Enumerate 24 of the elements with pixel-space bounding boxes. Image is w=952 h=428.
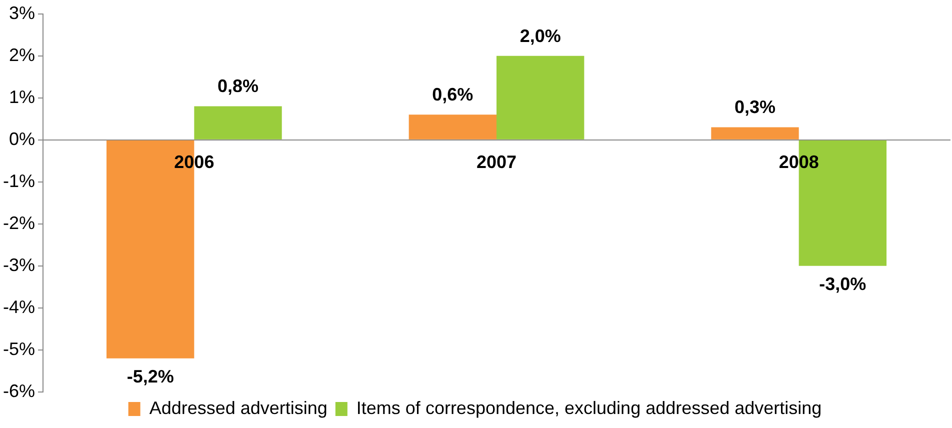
legend-label: Items of correspondence, excluding addressed advertising [356, 398, 822, 418]
y-tick-label: -6% [2, 380, 36, 401]
bar [496, 56, 584, 140]
data-label: 2,0% [520, 26, 561, 46]
data-label: 0,3% [734, 97, 776, 118]
y-tick-label: 0% [8, 128, 36, 149]
y-tick-label: -2% [2, 212, 36, 233]
y-tick-label: -5% [2, 338, 36, 359]
y-tick-label: 3% [8, 2, 36, 23]
x-tick-label: 2007 [476, 152, 517, 172]
y-tick-label: -3% [2, 254, 36, 275]
bar [408, 114, 497, 140]
x-tick-label: 2006 [174, 152, 214, 172]
data-label: -3,0% [819, 274, 866, 294]
bar [194, 106, 282, 140]
y-tick-label: -1% [2, 170, 36, 191]
y-tick-label: 2% [8, 44, 36, 65]
data-label: -5,2% [126, 366, 174, 386]
data-label: 0,6% [432, 84, 474, 105]
y-tick-label: 1% [8, 86, 36, 107]
y-tick-label: -4% [2, 296, 36, 317]
bar [711, 127, 799, 140]
legend-label: Addressed advertising [149, 398, 328, 418]
data-label: 0,8% [217, 76, 259, 96]
